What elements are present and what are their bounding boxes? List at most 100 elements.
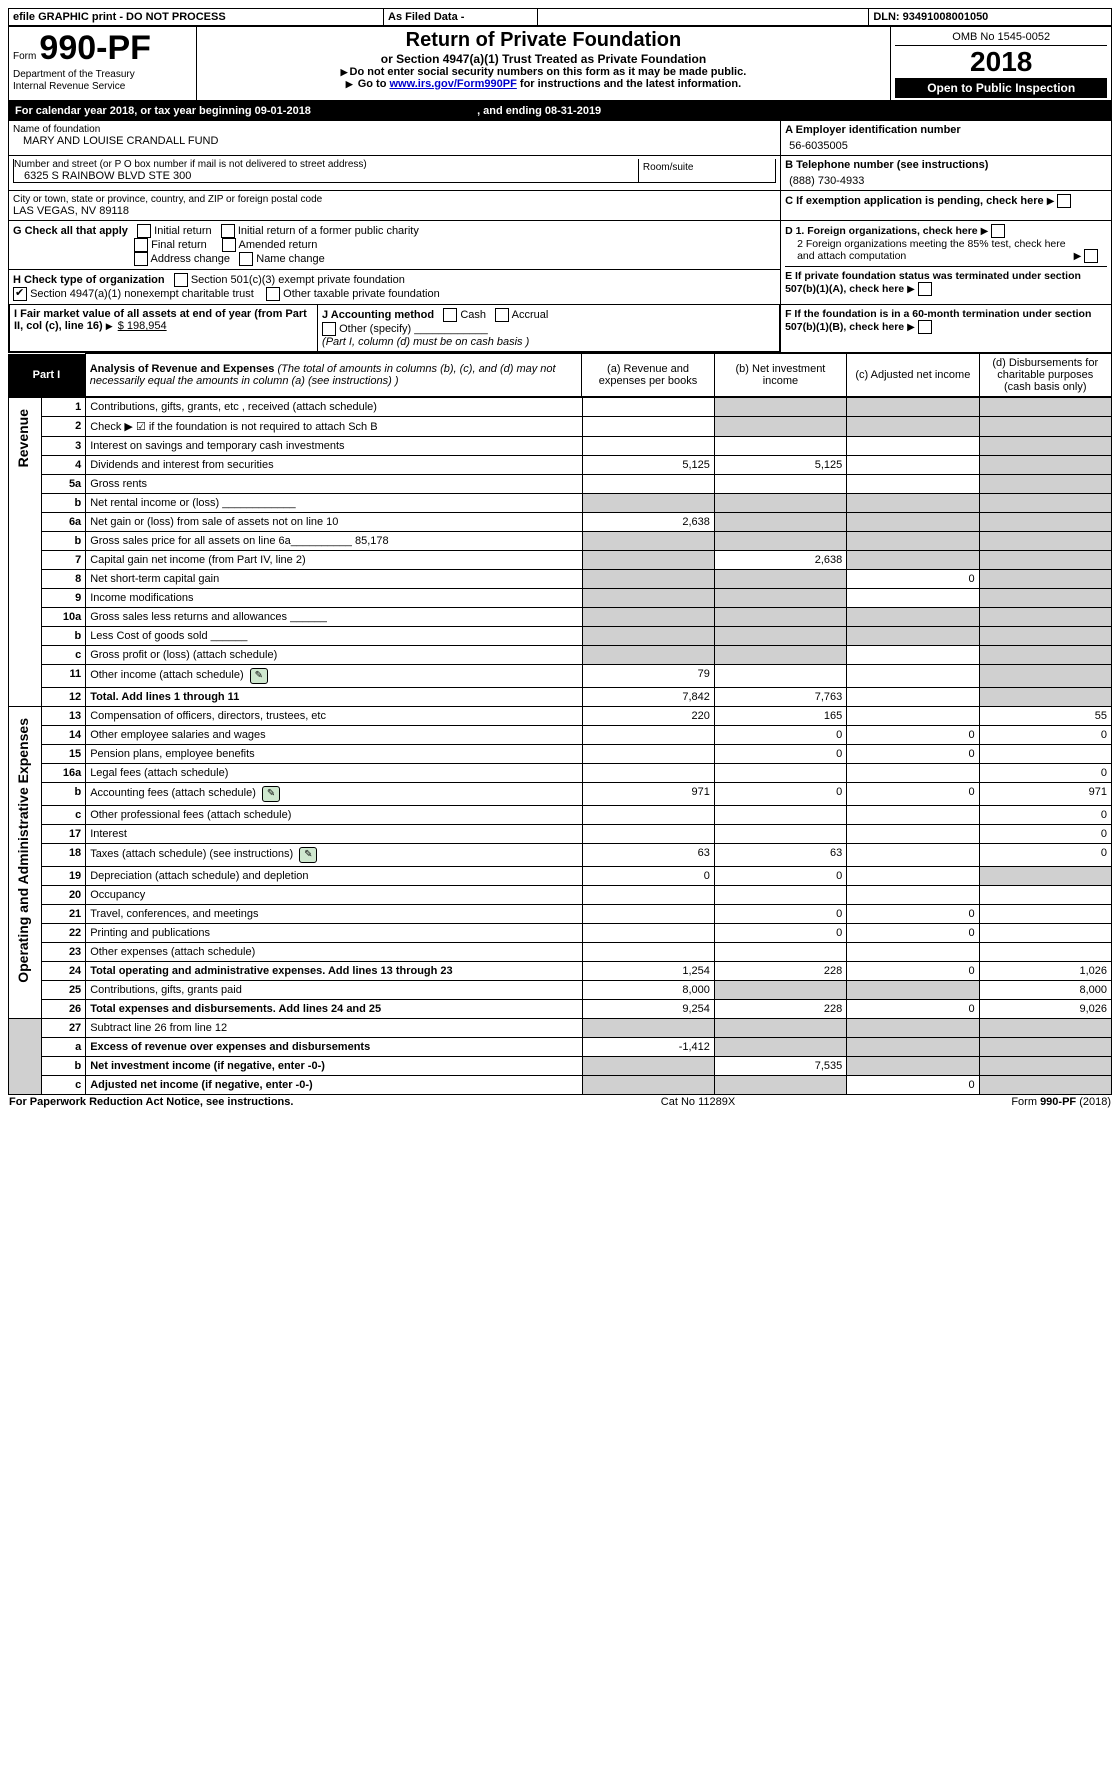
room-label: Room/suite [638,159,775,183]
row-description: Travel, conferences, and meetings [86,905,582,924]
tax-year: 2018 [895,46,1107,78]
g-amended-checkbox[interactable] [222,238,236,252]
value-cell [847,764,979,783]
value-cell [979,905,1111,924]
row-description: Printing and publications [86,924,582,943]
omb-label: OMB No 1545-0052 [895,29,1107,46]
value-cell: 7,842 [582,688,714,707]
value-cell [714,608,846,627]
form-number: 990-PF [39,29,151,67]
value-cell [979,924,1111,943]
table-row: Operating and Administrative Expenses13C… [9,707,1112,726]
attachment-icon[interactable]: ✎ [250,668,268,684]
g-label: G Check all that apply [13,225,128,237]
g-address-checkbox[interactable] [134,252,148,266]
value-cell: 0 [714,924,846,943]
value-cell: 0 [979,764,1111,783]
value-cell [714,589,846,608]
value-cell [847,943,979,962]
arrow-icon [346,78,355,90]
part1-label: Part I [8,354,85,397]
d1-checkbox[interactable] [991,224,1005,238]
value-cell: 0 [582,867,714,886]
revenue-side-label: Revenue [13,401,33,475]
row-description: Compensation of officers, directors, tru… [86,707,582,726]
value-cell [714,532,846,551]
value-cell [847,646,979,665]
e-checkbox[interactable] [918,282,932,296]
table-row: 17Interest0 [9,825,1112,844]
value-cell [979,551,1111,570]
value-cell: 0 [847,924,979,943]
value-cell: 2,638 [714,551,846,570]
phone-value: (888) 730-4933 [785,171,1107,187]
value-cell [847,608,979,627]
table-row: 10aGross sales less returns and allowanc… [9,608,1112,627]
g-initial-former-checkbox[interactable] [221,224,235,238]
value-cell [582,589,714,608]
row-description: Accounting fees (attach schedule) ✎ [86,783,582,806]
table-row: 21Travel, conferences, and meetings00 [9,905,1112,924]
row-number: 22 [42,924,86,943]
footer-mid: Cat No 11289X [560,1095,836,1109]
value-cell [714,398,846,417]
value-cell [582,825,714,844]
g-initial-checkbox[interactable] [137,224,151,238]
value-cell [979,1057,1111,1076]
value-cell [847,456,979,475]
d1-label: D 1. Foreign organizations, check here [785,225,978,237]
value-cell [847,475,979,494]
f-checkbox[interactable] [918,320,932,334]
row-number: 27 [42,1019,86,1038]
row-description: Total. Add lines 1 through 11 [86,688,582,707]
value-cell [847,417,979,437]
row-description: Depreciation (attach schedule) and deple… [86,867,582,886]
arrow-icon: ▶ [981,226,989,237]
phone-label: B Telephone number (see instructions) [785,159,988,171]
row-description: Subtract line 26 from line 12 [86,1019,582,1038]
h3-checkbox[interactable] [266,287,280,301]
g-opt-5: Name change [256,253,325,265]
ein-label: A Employer identification number [785,124,961,136]
form-title: Return of Private Foundation [201,29,887,52]
row-number: 23 [42,943,86,962]
dln-cell: DLN: 93491008001050 [869,9,1112,26]
h1-checkbox[interactable] [174,273,188,287]
attachment-icon[interactable]: ✎ [262,786,280,802]
table-row: 24Total operating and administrative exp… [9,962,1112,981]
g-opt-4: Address change [151,253,231,265]
value-cell [847,867,979,886]
blank-side-cell [9,1019,42,1095]
table-row: Revenue1Contributions, gifts, grants, et… [9,398,1112,417]
c-checkbox[interactable] [1057,194,1071,208]
instr-link[interactable]: www.irs.gov/Form990PF [389,78,516,90]
value-cell [582,806,714,825]
value-cell [847,886,979,905]
row-description: Capital gain net income (from Part IV, l… [86,551,582,570]
value-cell [714,570,846,589]
row-number: b [42,1057,86,1076]
addr-value: 6325 S RAINBOW BLVD STE 300 [14,170,638,182]
value-cell [714,1019,846,1038]
value-cell [714,806,846,825]
value-cell [582,646,714,665]
j-cash-checkbox[interactable] [443,308,457,322]
j-other-checkbox[interactable] [322,322,336,336]
table-row: 6aNet gain or (loss) from sale of assets… [9,513,1112,532]
h1-text: Section 501(c)(3) exempt private foundat… [191,274,405,286]
j-accrual-checkbox[interactable] [495,308,509,322]
ein-value: 56-6035005 [785,136,1107,152]
open-inspection-box: Open to Public Inspection [895,78,1107,98]
table-row: 19Depreciation (attach schedule) and dep… [9,867,1112,886]
g-final-checkbox[interactable] [134,238,148,252]
value-cell [847,707,979,726]
g-name-checkbox[interactable] [239,252,253,266]
value-cell [847,437,979,456]
d2-checkbox[interactable] [1084,249,1098,263]
value-cell: 0 [847,962,979,981]
value-cell: 63 [582,844,714,867]
cal-end: 08-31-2019 [545,105,601,117]
attachment-icon[interactable]: ✎ [299,847,317,863]
h2-checkbox[interactable] [13,287,27,301]
value-cell: 220 [582,707,714,726]
